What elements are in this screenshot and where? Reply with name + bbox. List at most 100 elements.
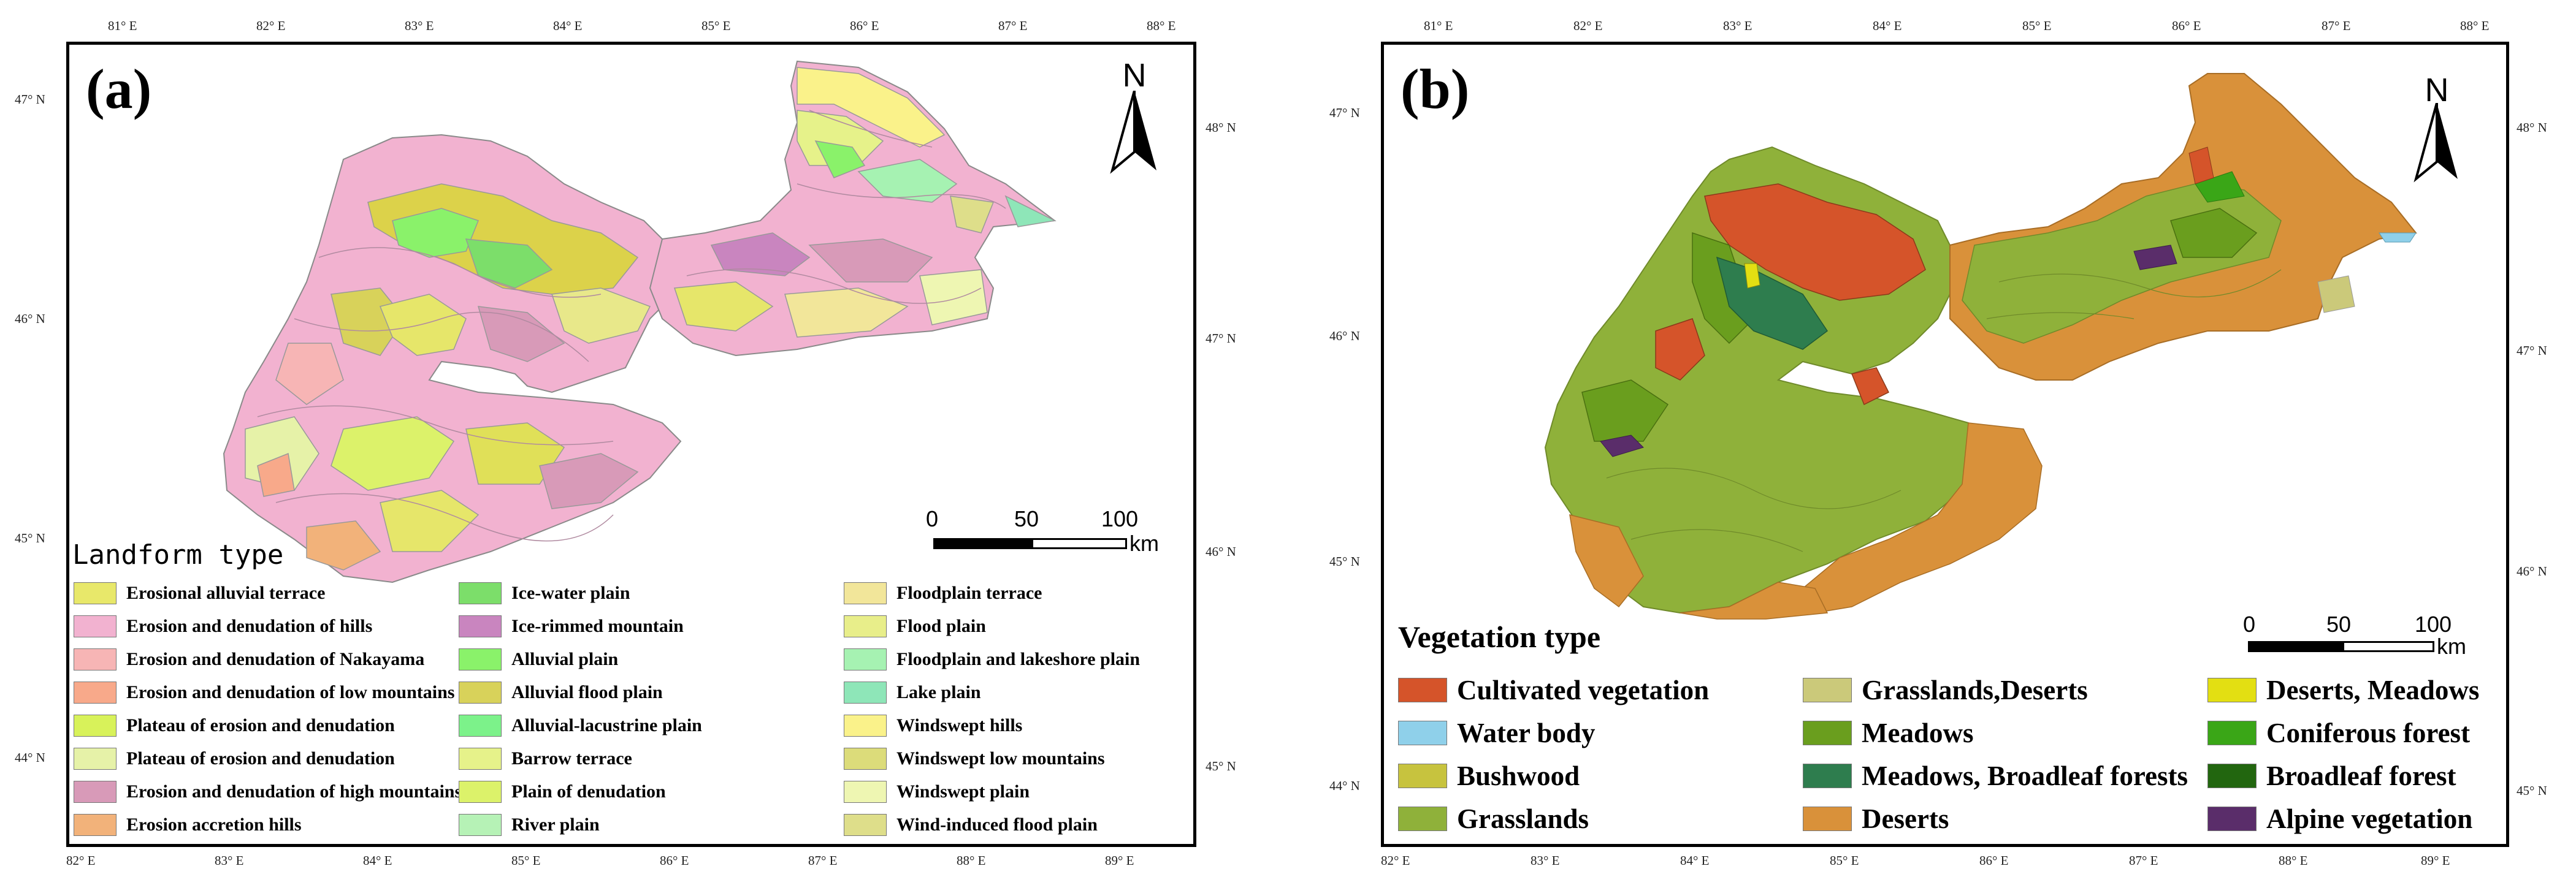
legend-swatch: [459, 682, 502, 704]
legend-swatch: [844, 648, 887, 670]
legend-label: Erosion and denudation of low mountains: [126, 682, 455, 702]
legend-item: Flood plain: [844, 615, 986, 637]
legend-swatch: [74, 715, 117, 737]
tick-label: 88° E: [1147, 18, 1176, 33]
legend-label: Windswept low mountains: [896, 748, 1105, 769]
landform-map-panel: 81° E 82° E 83° E 84° E 85° E 86° E 87° …: [15, 18, 1236, 868]
tick-label: 83° E: [1723, 18, 1752, 33]
legend-label: Erosion and denudation of hills: [126, 616, 373, 636]
legend-item: Deserts, Meadows: [2207, 674, 2479, 706]
tick-label: 45° N: [1329, 554, 1360, 569]
legend-label: Deserts, Meadows: [2266, 675, 2480, 705]
legend-swatch: [2207, 764, 2257, 788]
legend-item: Lake plain: [844, 682, 981, 704]
tick-label: 45° N: [1206, 759, 1236, 773]
legend-item: Erosion and denudation of Nakayama: [74, 648, 424, 670]
legend-swatch: [844, 814, 887, 836]
legend-swatch: [74, 582, 117, 604]
tick-label: 45° N: [15, 531, 45, 545]
tick-label: 84° E: [553, 18, 583, 33]
map-region: [2133, 245, 2177, 270]
legend-swatch: [1803, 678, 1852, 702]
legend-item: Meadows, Broadleaf forests: [1803, 760, 2188, 792]
map-region: [2379, 232, 2417, 243]
legend-label: Grasslands: [1457, 803, 1589, 834]
legend-swatch: [844, 715, 887, 737]
tick-label: 85° E: [701, 18, 731, 33]
legend-swatch: [1398, 721, 1447, 745]
legend-label: Floodplain and lakeshore plain: [896, 649, 1141, 669]
tick-label: 44° N: [15, 750, 45, 765]
legend-swatch: [1398, 678, 1447, 702]
tick-label: 46° N: [15, 311, 45, 326]
legend-swatch: [74, 781, 117, 803]
north-arrow-icon: [2414, 103, 2458, 183]
tick-label: 82° E: [66, 853, 96, 868]
map-region: [857, 159, 958, 203]
legend-label: Broadleaf forest: [2266, 761, 2456, 791]
scale-unit: km: [1129, 531, 1159, 556]
map-region: [950, 196, 995, 234]
legend-label: Ice-rimmed mountain: [511, 616, 684, 636]
tick-label: 47° N: [1206, 331, 1236, 346]
tick-label: 85° E: [2022, 18, 2052, 33]
tick-label: 87° E: [808, 853, 838, 868]
legend-swatch: [459, 814, 502, 836]
map-region: [710, 232, 811, 276]
legend-title: Landform type: [72, 539, 284, 571]
legend-swatch: [844, 781, 887, 803]
legend-label: Alluvial plain: [511, 649, 619, 669]
legend-item: Plateau of erosion and denudation: [74, 715, 395, 737]
north-label: N: [1122, 57, 1147, 94]
map-region: [2317, 275, 2355, 313]
legend-swatch: [459, 615, 502, 637]
legend-swatch: [1803, 807, 1852, 831]
map-region: [1569, 514, 1644, 608]
legend-label: Alpine vegetation: [2266, 803, 2473, 834]
map-region: [1851, 367, 1890, 406]
scale-segment: [2342, 641, 2434, 652]
legend-title: Vegetation type: [1398, 620, 1601, 654]
tick-label: 46° N: [1329, 329, 1360, 343]
tick-label: 89° E: [2421, 853, 2450, 868]
map-boundary-lines: [1606, 269, 2282, 552]
scale-label: 0: [2243, 612, 2256, 637]
tick-label: 89° E: [1105, 853, 1134, 868]
legend-item: Floodplain and lakeshore plain: [844, 648, 1140, 670]
scale-segment: [1031, 538, 1127, 549]
map-region: [331, 416, 455, 491]
legend-swatch: [74, 748, 117, 770]
map-region: [539, 453, 639, 509]
tick-label: 85° E: [1830, 853, 1859, 868]
tick-label: 46° N: [1206, 544, 1236, 559]
map-region: [1744, 263, 1760, 289]
legend-label: Erosion and denudation of high mountains: [126, 781, 462, 802]
legend-swatch: [459, 715, 502, 737]
tick-label: 86° E: [850, 18, 879, 33]
legend-item: Bushwood: [1398, 760, 1580, 792]
legend-swatch: [2207, 721, 2257, 745]
legend-label: Alluvial-lacustrine plain: [511, 715, 702, 735]
tick-label: 47° N: [2517, 343, 2547, 358]
legend-item: Grasslands: [1398, 803, 1589, 835]
tick-label: 86° E: [2172, 18, 2201, 33]
scale-segment: [933, 538, 1033, 549]
legend-item: Barrow terrace: [459, 748, 632, 770]
legend-swatch: [1398, 764, 1447, 788]
map-region: [1600, 435, 1644, 457]
map-region: [1004, 195, 1057, 227]
panel-letter: (a): [86, 58, 152, 120]
vegetation-map: [1544, 73, 2417, 620]
tick-label: 86° E: [660, 853, 689, 868]
legend-swatch: [844, 582, 887, 604]
legend-swatch: [2207, 678, 2257, 702]
tick-label: 88° E: [2460, 18, 2490, 33]
map-region: [257, 452, 295, 497]
tick-label: 84° E: [363, 853, 392, 868]
legend-label: Wind-induced flood plain: [896, 815, 1098, 835]
legend-swatch: [459, 648, 502, 670]
legend-swatch: [1803, 764, 1852, 788]
tick-label: 83° E: [1531, 853, 1560, 868]
legend-label: Windswept plain: [896, 781, 1030, 802]
legend-item: Windswept hills: [844, 715, 1022, 737]
